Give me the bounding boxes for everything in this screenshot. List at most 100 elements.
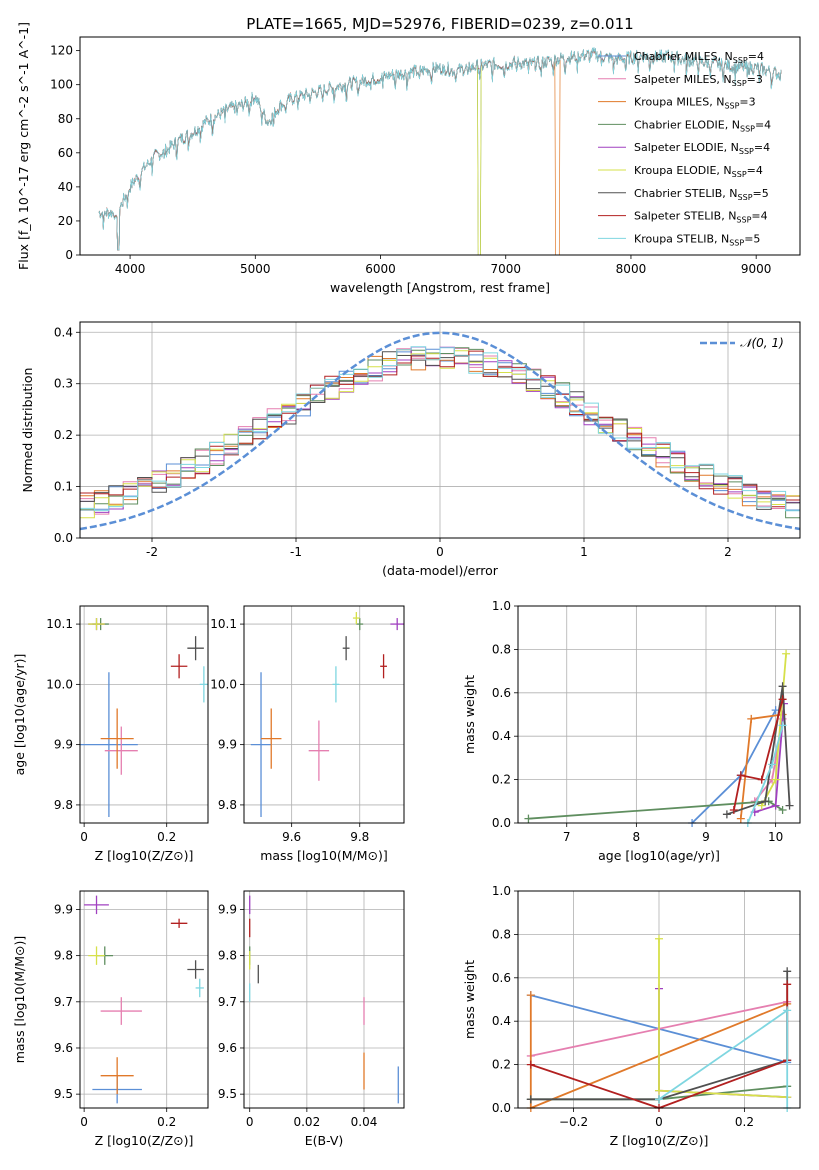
legend-entry: Salpeter STELIB, NSSP=4	[634, 210, 768, 225]
y-tick-label: 9.9	[54, 738, 73, 752]
y-tick-label: 20	[58, 214, 73, 228]
y-tick-label: 9.5	[218, 1087, 237, 1101]
y-axis-label: age [log10(age/yr)]	[12, 654, 27, 776]
x-tick-label: 0	[655, 1115, 663, 1129]
weight-marker-kroupa_miles	[526, 991, 535, 1000]
legend-entry: Chabrier STELIB, NSSP=5	[634, 187, 769, 202]
y-tick-label: 9.9	[54, 902, 73, 916]
x-tick-label: 0	[436, 545, 444, 559]
legend-entry: Salpeter MILES, NSSP=3	[634, 73, 763, 88]
y-tick-label: 9.7	[218, 995, 237, 1009]
legend-tail: =5	[753, 187, 769, 200]
chart-title: PLATE=1665, MJD=52976, FIBERID=0239, z=0…	[246, 15, 633, 33]
y-tick-label: 0.0	[54, 531, 73, 545]
age-vs-mass-panel: 9.6 9.8 9.8 9.9 10.0 10.1 mass [log10(M/M⊙)]	[210, 605, 405, 863]
legend-sub: SSP	[729, 238, 744, 247]
y-tick-label: 10.0	[210, 677, 237, 691]
y-tick-label: 60	[58, 146, 73, 160]
x-tick-label: -2	[146, 545, 158, 559]
histogram-salpeter_stelib	[80, 350, 800, 508]
x-tick-label: 5000	[240, 262, 271, 276]
legend-entry: Kroupa ELODIE, NSSP=4	[634, 164, 763, 179]
y-tick-label: 100	[50, 78, 73, 92]
weight-marker-salpeter_stelib	[783, 980, 792, 989]
x-tick-label: 7000	[490, 262, 521, 276]
legend-tail: =5	[744, 232, 760, 245]
legend-tail: =3	[747, 73, 763, 86]
weight-vs-z-panel: −0.2 0 0.2 0.0 0.2 0.4 0.6 0.8 1.0 Z [log10(Z/Z⊙)…	[462, 884, 801, 1148]
axes-frame	[243, 890, 405, 1109]
y-tick-label: 10.1	[46, 617, 73, 631]
y-axis-label: mass weight	[462, 960, 477, 1039]
axes-frame	[79, 321, 801, 539]
y-tick-label: 0.2	[54, 428, 73, 442]
y-tick-label: 9.8	[54, 798, 73, 812]
y-tick-label: 0.4	[492, 1014, 511, 1028]
axes-frame	[517, 605, 801, 824]
weight-marker-chabrier_elodie	[524, 814, 533, 823]
x-tick-label: 0.2	[157, 830, 176, 844]
y-axis-label: mass [log10(M/M⊙)]	[12, 936, 27, 1064]
y-tick-label: 0.4	[492, 729, 511, 743]
x-tick-label: −0.2	[559, 1115, 588, 1129]
y-tick-label: 9.7	[54, 995, 73, 1009]
weight-marker-salpeter_stelib	[778, 695, 787, 704]
axes-frame	[79, 605, 209, 824]
spectrum-panel: 4000 5000 6000 7000 8000 9000 0 20 40 60 80 100 120 w…	[16, 22, 801, 295]
mass-vs-ebv-panel: 0 0.02 0.04 9.5 9.6 9.7 9.8 9.9 E(B-V)	[218, 890, 405, 1148]
x-tick-label: 2	[724, 545, 732, 559]
y-tick-label: 9.8	[54, 949, 73, 963]
spectrum-series-kroupa_stelib	[98, 47, 782, 251]
weight-marker-kroupa_elodie	[782, 649, 791, 658]
y-tick-label: 10.1	[210, 617, 237, 631]
age-vs-z-panel: 0 0.2 9.8 9.9 10.0 10.1 Z [log10(Z/Z⊙)] age [lo…	[12, 605, 209, 863]
x-tick-label: 10	[768, 830, 783, 844]
y-tick-label: 0.0	[492, 816, 511, 830]
y-tick-label: 1.0	[492, 884, 511, 898]
axes-frame	[79, 890, 209, 1109]
legend-sub: SSP	[724, 102, 739, 111]
y-tick-label: 120	[50, 44, 73, 58]
x-tick-label: 9.6	[282, 830, 301, 844]
legend-sub: SSP	[736, 216, 751, 225]
y-axis-label: mass weight	[462, 675, 477, 754]
y-tick-label: 0.6	[492, 971, 511, 985]
weight-marker-salpeter_stelib	[729, 805, 738, 814]
axes-frame	[79, 36, 801, 256]
weight-marker-chabrier_stelib	[722, 810, 731, 819]
y-tick-label: 80	[58, 112, 73, 126]
x-tick-label: 0	[80, 1115, 88, 1129]
legend-tail: =3	[739, 96, 755, 109]
legend-entry: Salpeter ELODIE, NSSP=4	[634, 141, 770, 156]
x-axis-label: E(B-V)	[305, 1133, 344, 1148]
legend-entry: Kroupa STELIB, NSSP=5	[634, 232, 760, 247]
legend-sub: SSP	[732, 79, 747, 88]
weight-marker-kroupa_miles	[747, 714, 756, 723]
mass-vs-z-panel: 0 0.2 9.5 9.6 9.7 9.8 9.9 Z [log10(Z/Z⊙)] mass […	[12, 890, 209, 1148]
y-axis-label: Flux [f_λ 10^-17 erg cm^-2 s^-1 A^-1]	[16, 22, 31, 270]
weight-marker-chabrier_stelib	[526, 1095, 535, 1104]
legend-tail: =4	[747, 164, 763, 177]
axes-frame	[243, 605, 405, 824]
weight-line-kroupa_elodie	[658, 938, 788, 1099]
weight-marker-kroupa_elodie	[655, 934, 663, 943]
y-tick-label: 0	[65, 248, 73, 262]
y-tick-label: 9.6	[218, 1041, 237, 1055]
x-axis-label: Z [log10(Z/Z⊙)]	[95, 848, 194, 863]
x-axis-label: mass [log10(M/M⊙)]	[260, 848, 388, 863]
y-tick-label: 0.3	[54, 377, 73, 391]
y-tick-label: 0.8	[492, 642, 511, 656]
legend-tail: =4	[755, 118, 771, 131]
weight-marker-kroupa_stelib	[778, 721, 787, 730]
x-axis-label: (data-model)/error	[382, 563, 499, 578]
legend-sub: SSP	[739, 147, 754, 156]
x-axis-label: Z [log10(Z/Z⊙)]	[610, 1133, 709, 1148]
x-tick-label: 8	[633, 830, 641, 844]
legend-sub: SSP	[732, 170, 747, 179]
x-tick-label: 7	[563, 830, 571, 844]
weight-line-salpeter_stelib	[733, 699, 784, 811]
y-tick-label: 9.8	[218, 949, 237, 963]
x-axis-label: age [log10(age/yr)]	[598, 848, 720, 863]
weight-marker-kroupa_stelib	[655, 1095, 663, 1104]
y-tick-label: 40	[58, 180, 73, 194]
